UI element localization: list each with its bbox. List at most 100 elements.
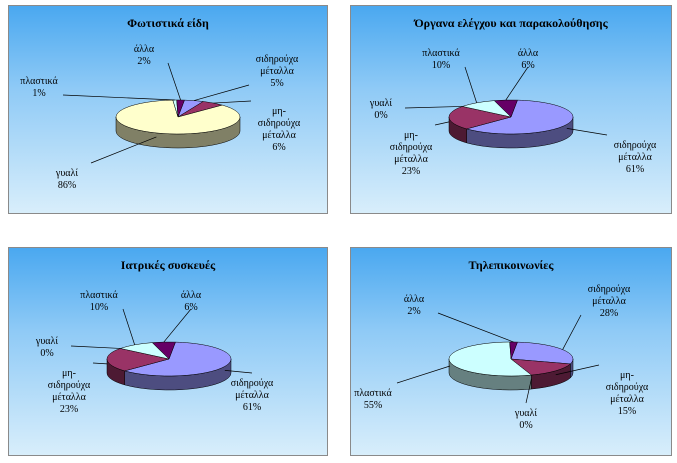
slice-label-line: 23%	[60, 404, 78, 415]
leader-line	[562, 314, 582, 350]
slice-label-line: 6%	[184, 302, 197, 313]
slice-label-line: σιδηρούχα	[588, 284, 631, 295]
leader-line	[437, 312, 514, 343]
slice-label-line: 10%	[90, 302, 108, 313]
slice-label-plastic: πλαστικά 10%	[80, 290, 118, 313]
slice-label-line: άλλα	[181, 290, 202, 301]
slice-label-other: άλλα 6%	[181, 290, 202, 313]
slice-label-nonferrous: μη-σιδηρούχα μέταλλα 15%	[606, 370, 649, 417]
slice-label-nonferrous: μη-σιδηρούχα μέταλλα 23%	[48, 368, 91, 415]
slice-label-line: 86%	[58, 180, 76, 191]
leader-line	[163, 308, 192, 343]
pie-slice-nonferrous	[106, 348, 170, 372]
pie-labels: σιδηρούχα μέταλλα 61%μη-σιδηρούχα μέταλλα 23…	[369, 48, 657, 177]
leader-line	[434, 121, 450, 126]
slice-label-line: 6%	[521, 60, 534, 71]
slice-label-line: 61%	[243, 402, 261, 413]
pie-slices	[448, 341, 574, 377]
slice-label-line: 10%	[432, 60, 450, 71]
slice-label-line: μη-	[620, 370, 634, 381]
pie-slices	[115, 99, 241, 135]
chart-panel-telecom: Τηλεπικοινωνίες σιδηρούχα μέταλλα 28% μη-σι…	[350, 247, 672, 456]
leader-line	[566, 128, 608, 136]
slice-label-plastic: πλαστικά 1%	[20, 76, 58, 99]
slice-label-line: άλλα	[518, 48, 539, 59]
slice-label-line: γυαλί	[35, 336, 58, 347]
slice-label-line: μέταλλα	[260, 66, 295, 77]
leader-line	[224, 370, 253, 374]
slice-label-line: μη-	[62, 368, 76, 379]
slice-label-metal: σιδηρούχα μέταλλα 5%	[256, 54, 299, 89]
slice-label-line: 61%	[626, 164, 644, 175]
pie-slice-nonferrous	[448, 106, 512, 130]
slice-label-line: μη-	[404, 130, 418, 141]
pie-chart-monitoring: σιδηρούχα μέταλλα 61%μη-σιδηρούχα μέταλλα 23…	[369, 48, 657, 177]
slice-label-metal: σιδηρούχα μέταλλα 61%	[614, 140, 657, 175]
pie-labels: σιδηρούχα μέταλλα 5%μη-σιδηρούχα μέταλλα 6%γ…	[20, 44, 301, 191]
slice-label-line: 28%	[600, 308, 618, 319]
slice-label-line: πλαστικά	[20, 76, 58, 87]
slice-label-line: σιδηρούχα	[614, 140, 657, 151]
slice-label-plastic: πλαστικά 10%	[422, 48, 460, 71]
leader-line	[90, 136, 157, 164]
slice-label-metal: σιδηρούχα μέταλλα 61%	[231, 378, 274, 413]
leader-line	[122, 308, 136, 345]
slice-label-line: 0%	[40, 348, 53, 359]
pie-slice-metal	[123, 341, 232, 377]
slice-label-line: σιδηρούχα	[231, 378, 274, 389]
slice-label-line: σιδηρούχα	[390, 142, 433, 153]
slice-label-glass: γυαλί 0%	[35, 336, 58, 359]
slice-label-line: 15%	[618, 406, 636, 417]
slice-label-line: 5%	[270, 78, 283, 89]
pie-slices	[106, 341, 232, 377]
slice-label-line: μέταλλα	[618, 152, 653, 163]
slice-label-line: μέταλλα	[610, 394, 645, 405]
slice-label-other: άλλα 6%	[518, 48, 539, 71]
slice-label-line: μέταλλα	[235, 390, 270, 401]
leader-line	[167, 62, 181, 101]
slice-label-line: μέταλλα	[52, 392, 87, 403]
slice-label-glass: γυαλί 0%	[369, 98, 392, 121]
slice-label-line: μη-	[272, 106, 286, 117]
slice-label-nonferrous: μη-σιδηρούχα μέταλλα 6%	[258, 106, 301, 153]
leader-line	[193, 84, 250, 101]
slice-label-line: μέταλλα	[394, 154, 429, 165]
slice-label-line: σιδηρούχα	[256, 54, 299, 65]
slice-label-line: γυαλί	[514, 408, 537, 419]
chart-panel-medical: Ιατρικές συσκευές σιδηρούχα μέταλλα 61% μη-…	[8, 247, 328, 456]
slice-label-line: γυαλί	[369, 98, 392, 109]
pie-slice-metal	[465, 99, 574, 135]
slice-label-line: πλαστικά	[422, 48, 460, 59]
slice-label-line: πλαστικά	[80, 290, 118, 301]
slice-label-line: γυαλί	[55, 168, 78, 179]
slice-label-line: 2%	[407, 306, 420, 317]
slice-label-line: μέταλλα	[592, 296, 627, 307]
slice-label-nonferrous: μη-σιδηρούχα μέταλλα 23%	[390, 130, 433, 177]
pie-slice-metal	[510, 341, 574, 365]
slice-label-line: 1%	[32, 88, 45, 99]
slice-label-other: άλλα 2%	[134, 44, 155, 67]
leader-line	[62, 94, 175, 101]
slice-label-line: σιδηρούχα	[258, 118, 301, 129]
chart-title: Φωτιστικά είδη	[127, 16, 209, 30]
slice-label-line: πλαστικά	[354, 388, 392, 399]
pie-slice-other	[176, 99, 185, 118]
chart-title: Όργανα ελέγχου και παρακολούθησης	[414, 16, 608, 30]
leader-line	[396, 365, 451, 384]
slice-label-other: άλλα 2%	[404, 294, 425, 317]
slice-label-line: 2%	[137, 56, 150, 67]
leader-line	[464, 66, 478, 103]
leader-line	[404, 106, 463, 109]
slice-label-line: 6%	[272, 142, 285, 153]
leader-line	[505, 66, 529, 101]
pie-labels: σιδηρούχα μέταλλα 61%μη-σιδηρούχα μέταλλα 23…	[35, 290, 274, 415]
slice-label-line: 23%	[402, 166, 420, 177]
pie-chart-telecom: σιδηρούχα μέταλλα 28%μη-σιδηρούχα μέταλλα 15…	[354, 284, 649, 431]
pie-slices	[448, 99, 574, 135]
chart-panel-lighting: Φωτιστικά είδη σιδηρούχα μέταλλα 5% μη-σιδη…	[8, 5, 328, 214]
slice-label-line: 55%	[364, 400, 382, 411]
leader-line	[555, 364, 600, 376]
leader-line	[92, 362, 108, 365]
chart-title: Τηλεπικοινωνίες	[468, 258, 554, 272]
pie-chart-medical: σιδηρούχα μέταλλα 61%μη-σιδηρούχα μέταλλα 23…	[35, 290, 274, 415]
